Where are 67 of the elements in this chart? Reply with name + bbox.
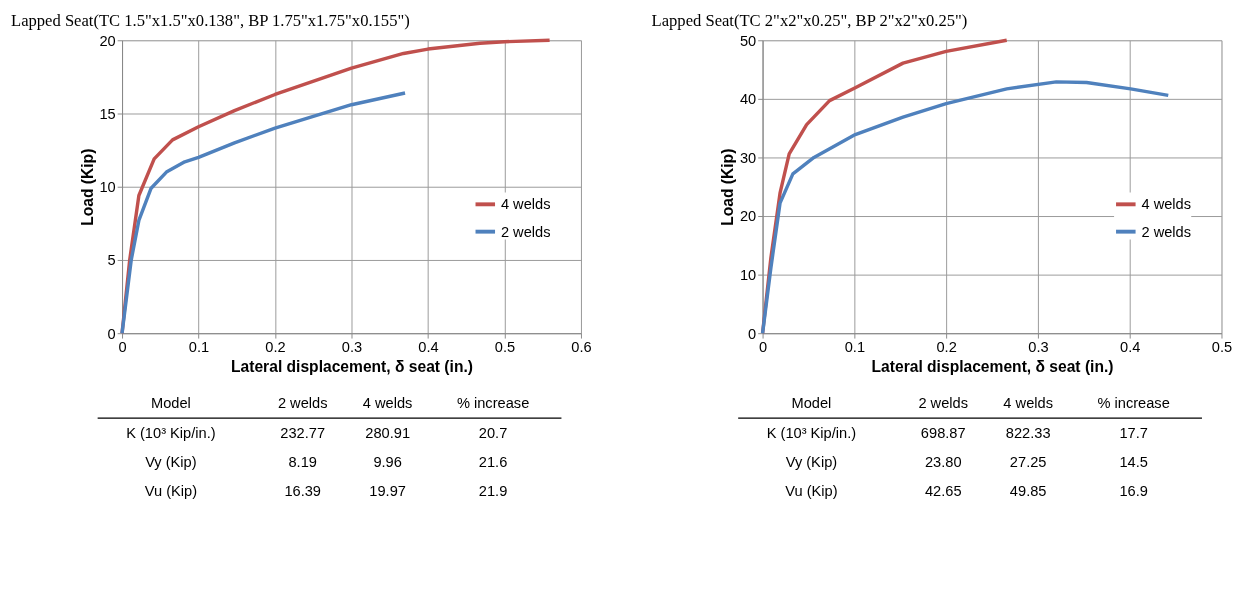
text: 9.96 [373,453,402,470]
y-tick-label: 5 [107,252,116,269]
x-tick-label: 0.2 [265,339,286,356]
y-tick-label: 15 [99,105,116,122]
text: Vy (Kip) [145,453,197,470]
text: % increase [1097,395,1170,412]
text: 2 welds [918,395,969,412]
text: 16.9 [1119,483,1148,500]
y-tick-label: 10 [739,266,757,283]
x-tick-label: 0.2 [936,339,957,356]
text: 16.39 [284,483,321,500]
text: 4 welds [362,395,413,412]
chart-title: Lapped Seat(TC 2"x2"x0.25", BP 2"x2"x0.25") [651,10,968,30]
x-tick-label: 0.1 [188,339,210,356]
y-tick-label: 30 [739,149,757,166]
text: 49.85 [1009,483,1047,500]
x-tick-label: 0 [118,339,127,356]
text: Vu (Kip) [785,483,838,500]
x-tick-label: 0.4 [1120,339,1141,356]
x-tick-label: 0.4 [418,339,439,356]
text: 822.33 [1005,424,1051,441]
text: 21.9 [478,483,508,500]
y-tick-label: 0 [107,325,116,342]
legend-label: 2 welds [500,223,551,240]
text: K (10³ Kip/in.) [126,424,216,441]
y-tick-label: 20 [99,32,116,49]
y-axis-title: Load (Kip) [719,148,737,226]
x-axis-title: Lateral displacement, δ seat (in.) [871,357,1114,375]
x-tick-label: 0.1 [844,339,866,356]
text: 21.6 [478,453,508,470]
x-axis-title: Lateral displacement, δ seat (in.) [231,357,473,375]
text: Vy (Kip) [785,453,838,470]
text: Vu (Kip) [144,483,198,500]
x-tick-label: 0.6 [571,339,592,356]
y-tick-label: 20 [739,208,757,225]
y-tick-label: 0 [748,325,757,342]
y-tick-label: 10 [99,179,116,196]
text: 17.7 [1119,424,1148,441]
text: 20.7 [478,424,508,441]
y-axis-title: Load (Kip) [78,148,96,226]
text: 232.77 [280,424,326,441]
text: 280.91 [365,424,410,441]
legend-label: 2 welds [1141,223,1192,240]
x-tick-label: 0.5 [494,339,516,356]
text: 27.25 [1009,453,1047,470]
text: 4 welds [1003,395,1053,412]
text: K (10³ Kip/in.) [766,424,857,441]
text: 698.87 [920,424,966,441]
text: 19.97 [369,483,406,500]
x-tick-label: 0.3 [341,339,363,356]
text: 8.19 [288,453,317,470]
x-tick-label: 0.5 [1211,339,1233,356]
text: Model [791,395,832,412]
y-tick-label: 40 [739,91,757,108]
x-tick-label: 0 [759,339,768,356]
line-series [120,91,407,335]
text: Model [150,395,191,412]
chart-title: Lapped Seat(TC 1.5"x1.5"x0.138", BP 1.75"x1.75"x0.155") [11,10,410,30]
text: 42.65 [924,483,962,500]
x-tick-label: 0.3 [1028,339,1049,356]
y-tick-label: 50 [739,32,757,49]
text: 23.80 [924,453,962,470]
text: % increase [456,395,530,412]
legend-label: 4 welds [1141,196,1192,213]
text: 2 welds [277,395,328,412]
legend-label: 4 welds [500,196,551,213]
text: 14.5 [1119,453,1148,470]
